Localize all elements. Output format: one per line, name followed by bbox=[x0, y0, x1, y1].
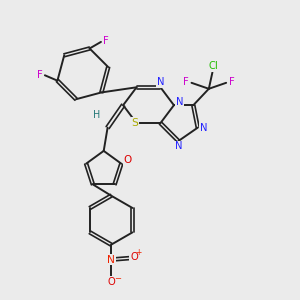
Text: O: O bbox=[107, 277, 115, 287]
Text: H: H bbox=[93, 110, 100, 120]
Text: F: F bbox=[183, 77, 188, 87]
Text: N: N bbox=[176, 97, 183, 106]
Text: +: + bbox=[136, 248, 142, 257]
Text: −: − bbox=[114, 274, 121, 284]
Text: F: F bbox=[37, 70, 42, 80]
Text: N: N bbox=[107, 255, 115, 265]
Text: N: N bbox=[175, 141, 182, 152]
Text: F: F bbox=[229, 77, 235, 87]
Text: Cl: Cl bbox=[208, 61, 218, 71]
Text: O: O bbox=[124, 155, 132, 165]
Text: N: N bbox=[200, 123, 208, 133]
Text: O: O bbox=[130, 253, 138, 262]
Text: F: F bbox=[103, 36, 109, 46]
Text: N: N bbox=[157, 77, 164, 87]
Text: S: S bbox=[132, 118, 139, 128]
